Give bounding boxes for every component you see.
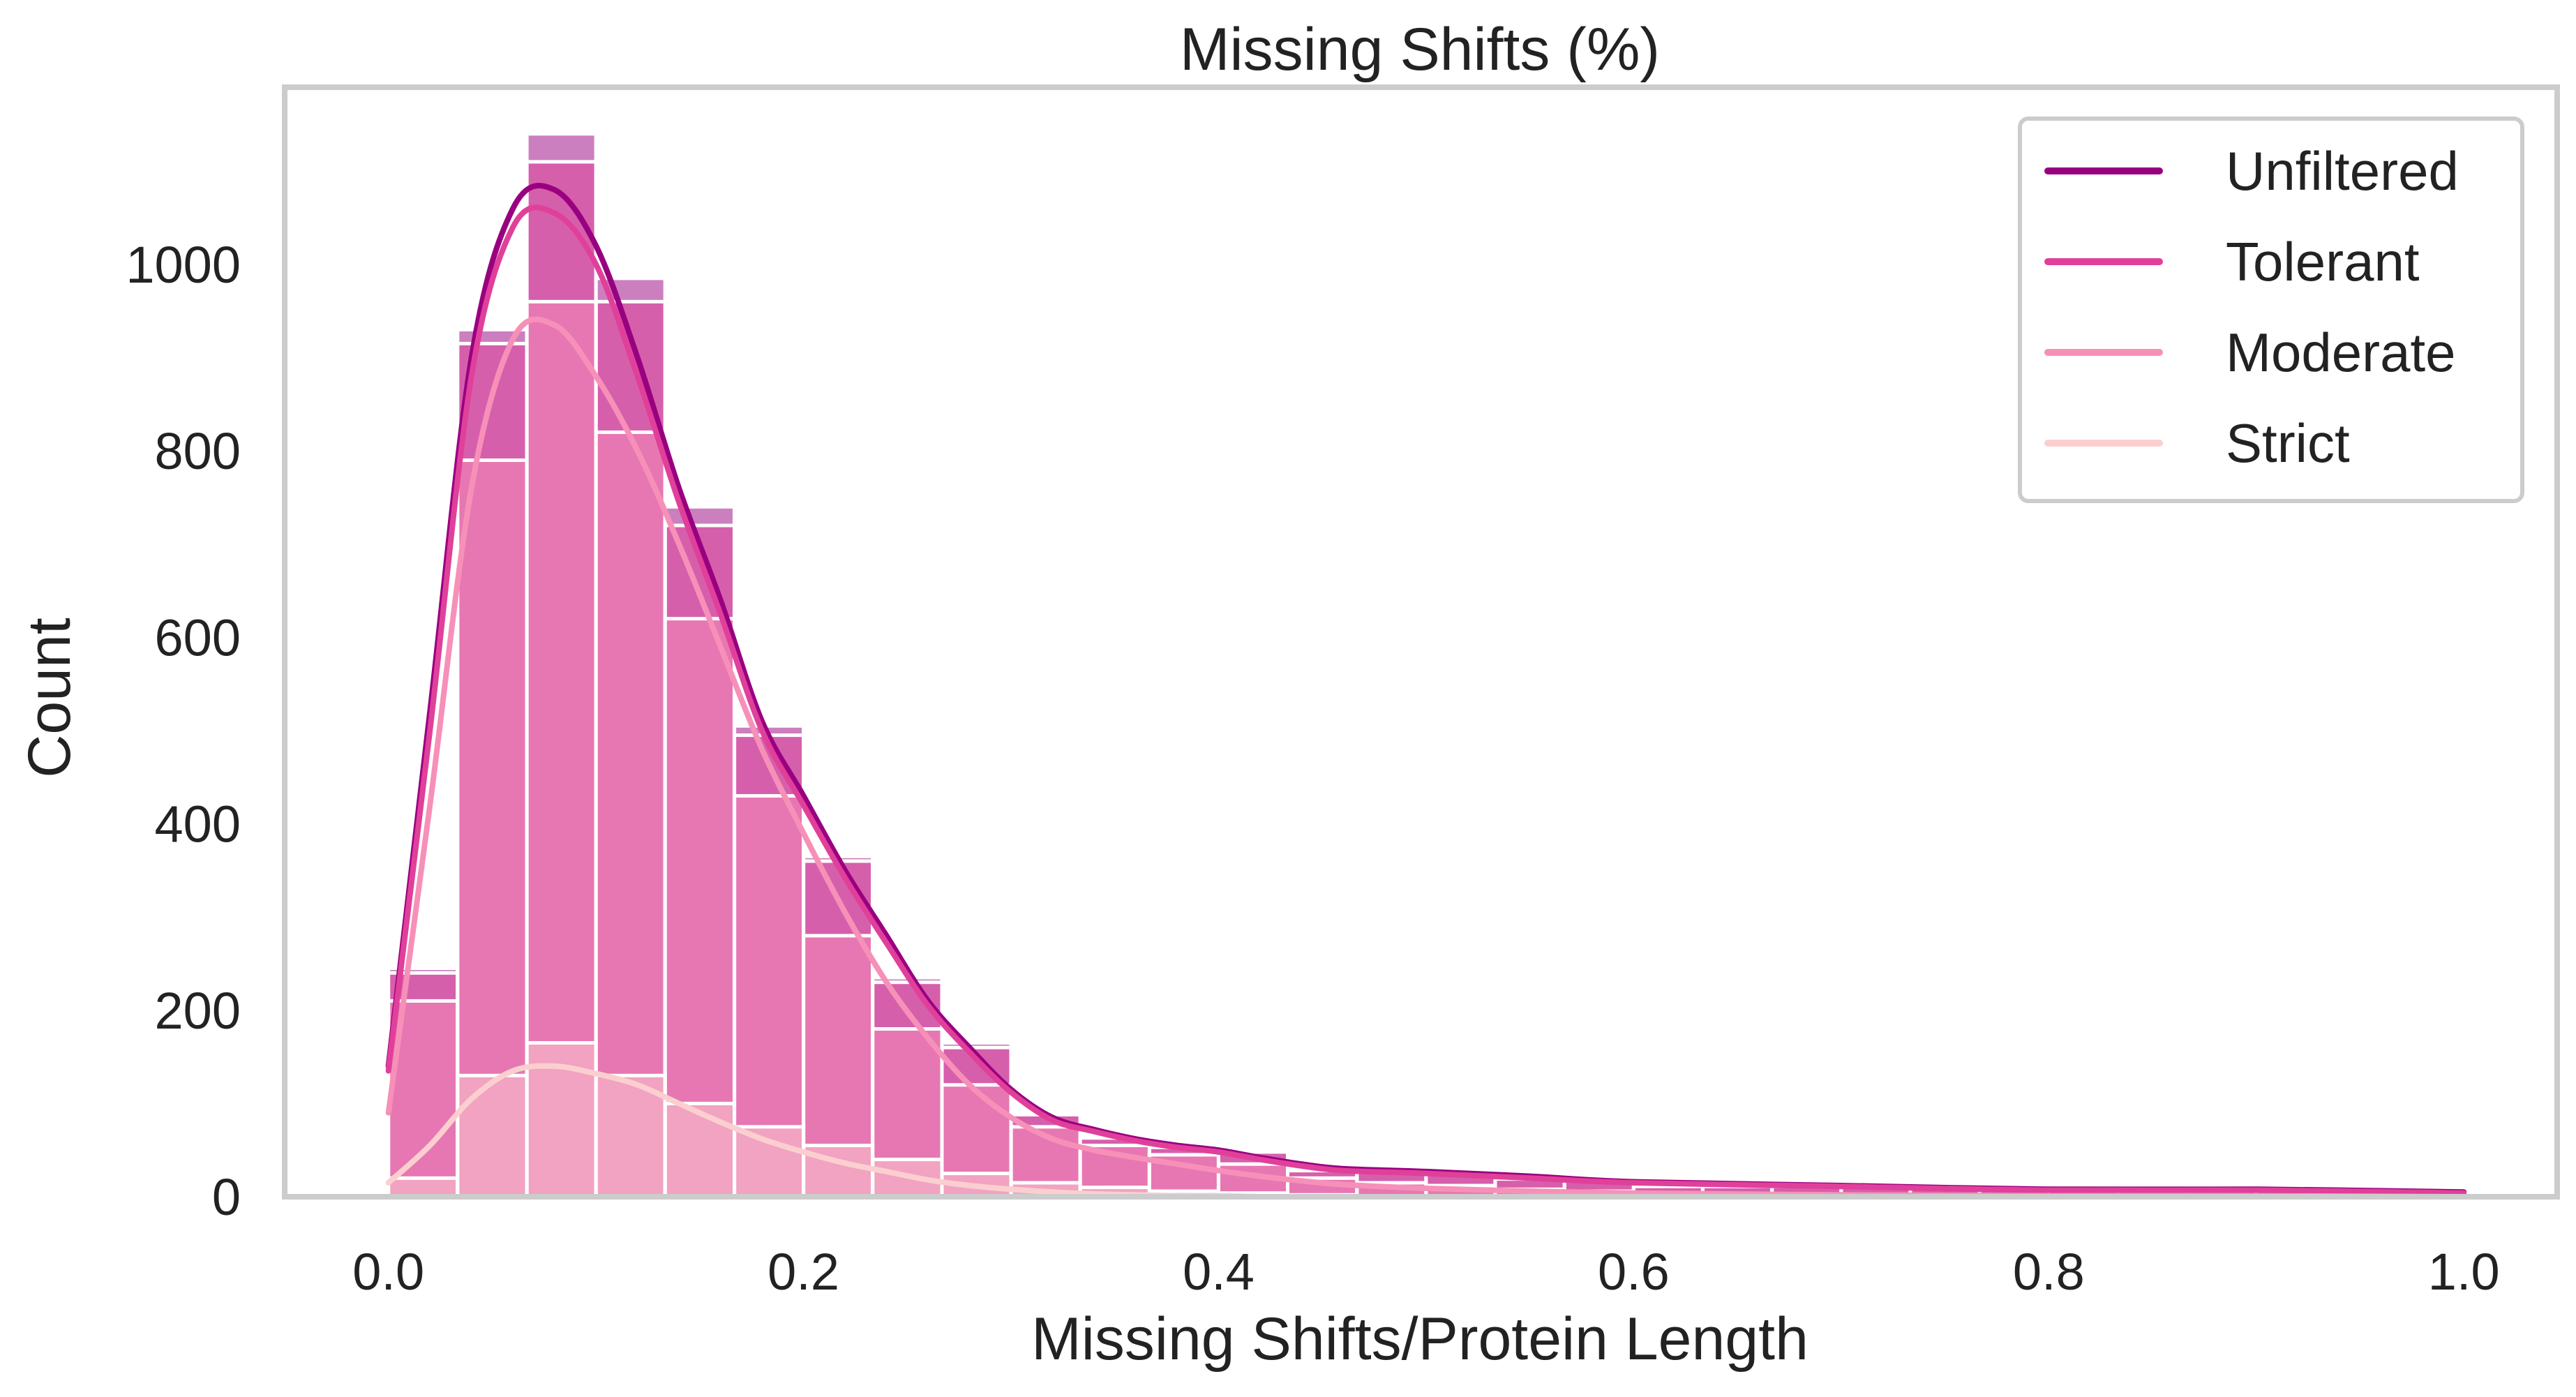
x-tick-label: 0.4: [1183, 1243, 1255, 1301]
x-tick-label: 0.2: [767, 1243, 839, 1301]
legend-label-tolerant: Tolerant: [2226, 231, 2420, 292]
bar-strict: [733, 1125, 806, 1199]
legend-label-moderate: Moderate: [2226, 322, 2456, 383]
x-axis-label: Missing Shifts/Protein Length: [1031, 1306, 1809, 1373]
y-tick-label: 400: [155, 795, 241, 853]
x-axis-ticks: 0.0 0.2 0.4 0.6 0.8 1.0: [352, 1243, 2499, 1301]
y-tick-label: 200: [155, 982, 241, 1040]
kde-line-tolerant: [385, 204, 2467, 1196]
legend-label-strict: Strict: [2226, 412, 2350, 474]
legend: Unfiltered Tolerant Moderate Strict: [2018, 117, 2524, 503]
x-tick-label: 0.6: [1598, 1243, 1670, 1301]
x-tick-label: 1.0: [2428, 1243, 2500, 1301]
x-tick-label: 0.8: [2013, 1243, 2085, 1301]
y-tick-label: 600: [155, 608, 241, 666]
y-tick-label: 800: [155, 422, 241, 480]
bar-strict: [456, 1073, 529, 1199]
y-tick-label: 1000: [126, 236, 241, 294]
y-axis-ticks: 0 200 400 600 800 1000: [126, 236, 241, 1226]
y-tick-label: 0: [212, 1168, 241, 1226]
y-axis-label: Count: [16, 618, 83, 778]
kde-line-moderate: [385, 316, 2467, 1200]
plot-frame: [282, 84, 2560, 1200]
legend-box: [2018, 117, 2524, 503]
plot-area: [282, 84, 2560, 1200]
bar-strict: [387, 1176, 460, 1199]
bar-strict: [663, 1101, 737, 1199]
legend-label-unfiltered: Unfiltered: [2226, 140, 2459, 202]
x-tick-label: 0.0: [352, 1243, 424, 1301]
chart-title: Missing Shifts (%): [1180, 16, 1660, 83]
